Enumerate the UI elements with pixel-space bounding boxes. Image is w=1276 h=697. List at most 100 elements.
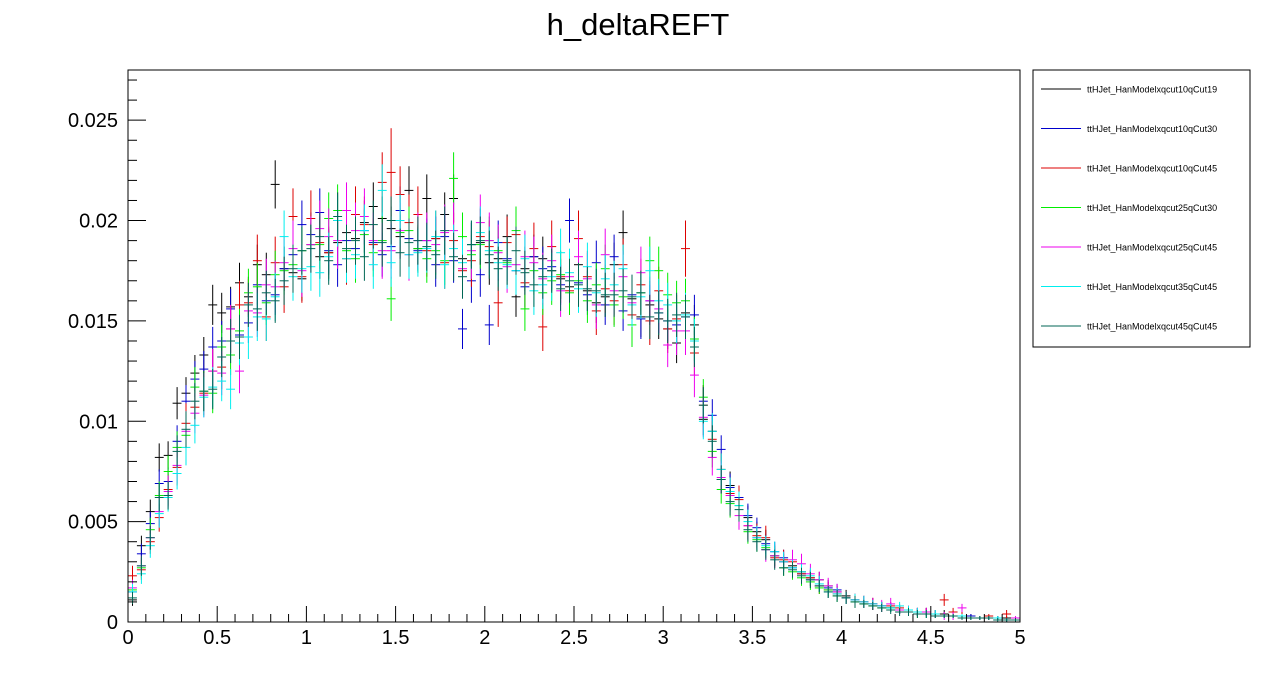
data-point xyxy=(654,290,664,335)
legend-entry: ttHJet_HanModelxqcut10qCut45 xyxy=(1041,164,1217,174)
x-tick-label: 3.5 xyxy=(738,627,766,649)
data-point xyxy=(199,371,209,412)
data-point xyxy=(136,555,146,576)
data-point xyxy=(368,200,378,249)
data-point xyxy=(859,599,869,608)
data-point xyxy=(333,192,343,241)
data-point xyxy=(716,465,726,494)
data-point xyxy=(511,226,521,275)
data-point xyxy=(975,616,985,620)
data-point xyxy=(413,216,423,265)
data-point xyxy=(779,559,789,576)
x-tick-label: 2.5 xyxy=(560,627,588,649)
data-point xyxy=(939,614,949,618)
legend-entry: ttHJet_HanModelxqcut25qCut45 xyxy=(1041,243,1217,253)
series-7 xyxy=(128,192,1020,622)
data-point xyxy=(449,152,458,205)
y-tick-label: 0.025 xyxy=(68,110,118,132)
data-point xyxy=(359,232,369,281)
data-point xyxy=(422,222,432,271)
data-point xyxy=(797,567,806,584)
data-point xyxy=(529,262,539,307)
data-point xyxy=(217,337,227,378)
data-point xyxy=(645,294,655,339)
data-point xyxy=(1002,610,1012,618)
series-4 xyxy=(128,152,1020,622)
data-point xyxy=(404,218,414,267)
data-point xyxy=(823,585,833,598)
data-point xyxy=(279,210,289,263)
data-point xyxy=(1011,618,1020,622)
legend-entry: ttHJet_HanModelxqcut10qCut19 xyxy=(1041,85,1217,95)
data-point xyxy=(591,268,601,313)
data-point xyxy=(895,607,904,616)
data-point xyxy=(761,539,771,560)
data-point xyxy=(957,603,967,612)
data-point xyxy=(957,616,967,620)
series-2 xyxy=(128,186,1020,622)
data-point xyxy=(832,589,842,602)
data-point xyxy=(226,318,235,364)
x-tick-label: 5 xyxy=(1014,627,1025,649)
data-point xyxy=(752,531,762,552)
legend-entry: ttHJet_HanModelxqcut10qCut30 xyxy=(1041,124,1217,134)
data-point xyxy=(386,238,396,287)
legend-entry: ttHJet_HanModelxqcut25qCut30 xyxy=(1041,203,1217,213)
legend-label: ttHJet_HanModelxqcut25qCut30 xyxy=(1087,203,1217,213)
chart-title: h_deltaREFT xyxy=(547,7,730,42)
x-tick-label: 1 xyxy=(301,627,312,649)
data-point xyxy=(154,483,164,512)
data-point xyxy=(663,298,673,343)
y-tick-label: 0 xyxy=(107,612,118,634)
data-point xyxy=(939,593,949,606)
data-point xyxy=(342,224,351,273)
legend-label: ttHJet_HanModelxqcut10qCut19 xyxy=(1087,85,1217,95)
x-tick-label: 3 xyxy=(658,627,669,649)
plot-frame xyxy=(127,69,1021,623)
data-point xyxy=(841,591,851,604)
data-point xyxy=(556,266,566,311)
data-point xyxy=(163,481,173,510)
data-point xyxy=(208,284,218,325)
data-point xyxy=(261,270,271,315)
legend-label: ttHJet_HanModelxqcut10qCut45 xyxy=(1087,164,1217,174)
data-point xyxy=(208,369,218,410)
data-point xyxy=(984,616,994,620)
data-point xyxy=(538,254,548,299)
y-tick-label: 0.01 xyxy=(79,411,118,433)
data-point xyxy=(850,595,860,608)
legend-label: ttHJet_HanModelxqcut45qCut45 xyxy=(1087,322,1217,332)
legend-entry: ttHJet_HanModelxqcut45qCut45 xyxy=(1041,322,1217,332)
data-point xyxy=(377,164,387,217)
y-tick-label: 0.015 xyxy=(68,311,118,333)
data-point xyxy=(636,270,646,315)
data-point xyxy=(930,614,940,618)
data-point xyxy=(475,216,485,265)
axis-layer: 0 0.5 1 1.5 2 2.5 3 3.5 4 4.5 5 0 0.005 0.01 0.015 0.02… xyxy=(68,79,1026,649)
data-point xyxy=(681,220,690,277)
data-point xyxy=(386,196,396,245)
data-point xyxy=(484,230,494,279)
series-1 xyxy=(128,160,1020,622)
data-point xyxy=(324,236,334,285)
data-point xyxy=(502,236,512,285)
data-point xyxy=(395,228,405,277)
x-tick-label: 1.5 xyxy=(382,627,410,649)
x-tick-label: 2 xyxy=(479,627,490,649)
data-point xyxy=(270,160,280,209)
data-point xyxy=(582,266,592,311)
data-point xyxy=(181,411,191,448)
data-point xyxy=(877,603,887,612)
data-point xyxy=(484,304,494,345)
x-tick-label: 4.5 xyxy=(917,627,945,649)
data-point xyxy=(467,220,476,269)
data-point xyxy=(921,610,931,618)
data-point xyxy=(297,226,307,275)
data-point xyxy=(913,610,922,618)
data-point xyxy=(574,262,583,307)
data-point xyxy=(306,224,316,273)
data-point xyxy=(172,435,182,468)
data-point xyxy=(681,294,690,339)
data-point xyxy=(279,256,289,305)
